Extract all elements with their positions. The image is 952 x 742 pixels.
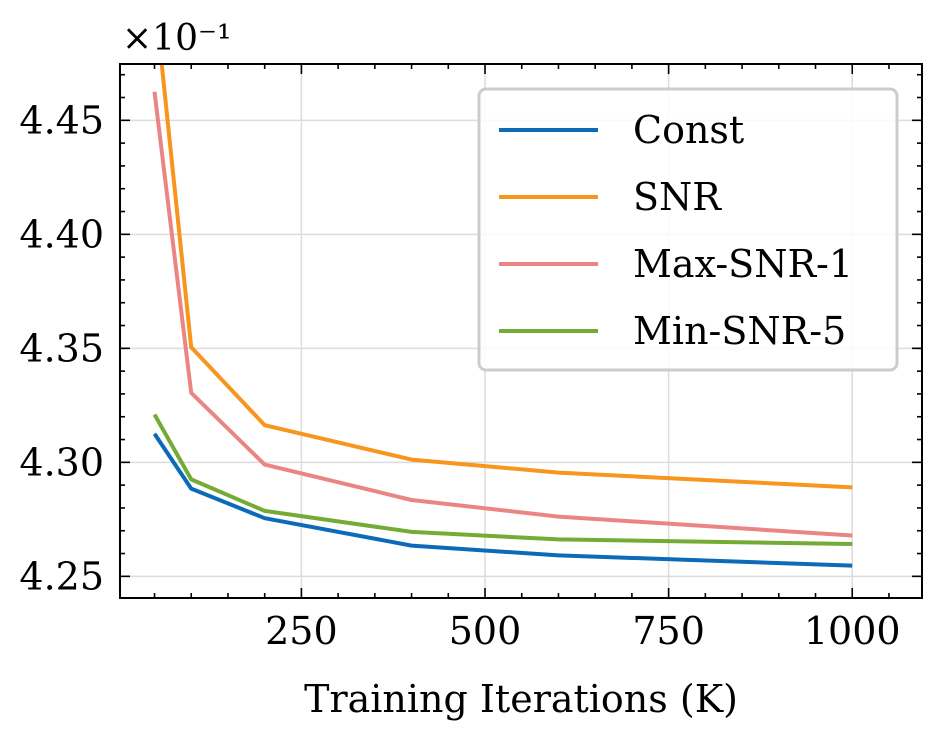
x-tick-label: 750 [632,609,705,653]
y-tick-label: 4.25 [19,554,104,598]
legend-label-const: Const [633,108,744,152]
series-line-snr [159,64,853,490]
x-tick-label: 250 [265,609,338,653]
series-line-const [152,432,853,568]
legend-box [477,87,899,372]
legend: Const SNR Max-SNR-1 Min-SNR-5 [477,87,899,372]
y-scale-label: ×10⁻¹ [122,18,231,59]
legend-label-min-snr-5: Min-SNR-5 [633,309,846,353]
series-line-min-snr-5 [152,413,853,546]
y-tick-label: 4.35 [19,326,104,370]
x-axis-label: Training Iterations (K) [304,677,738,721]
y-tick-labels: 4.25 4.30 4.35 4.40 4.45 [19,98,104,598]
y-tick-label: 4.40 [19,212,104,256]
legend-label-max-snr-1: Max-SNR-1 [633,242,853,286]
series-line-max-snr-1 [152,91,853,538]
y-tick-label: 4.30 [19,440,104,484]
x-tick-label: 1000 [804,609,901,653]
series-lines [152,64,853,568]
x-tick-labels: 250 500 750 1000 [265,609,900,653]
axis-ticks [120,64,922,598]
legend-label-snr: SNR [633,175,722,219]
x-tick-label: 500 [449,609,522,653]
y-tick-label: 4.45 [19,98,104,142]
legend-items: Const SNR Max-SNR-1 Min-SNR-5 [499,108,853,353]
